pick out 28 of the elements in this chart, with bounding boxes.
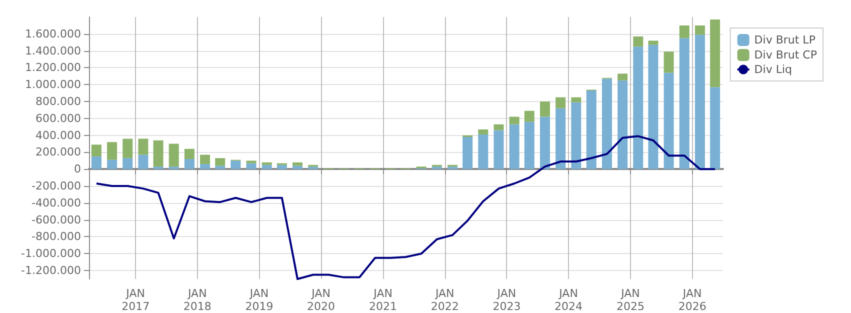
y-tick-label: -1.200.000 [21, 264, 81, 278]
x-tick-label: JAN 2020 [307, 287, 336, 313]
legend-label: Div Brut LP [754, 34, 816, 46]
x-tick-label: JAN 2022 [430, 287, 459, 313]
y-tick-label: -600.000 [32, 213, 81, 226]
y-tick-label: 200.000 [36, 146, 81, 159]
x-tick-label: JAN 2017 [122, 287, 150, 313]
x-tick-label: JAN 2026 [678, 287, 706, 313]
x-tick-label: JAN 2023 [492, 287, 521, 313]
y-tick-label: 800.000 [36, 95, 81, 108]
x-tick-label: JAN 2018 [183, 287, 212, 313]
x-tick-label: JAN 2021 [369, 287, 398, 313]
y-tick-label: 1.600.000 [25, 27, 81, 40]
y-tick-label: -1.000.000 [21, 247, 81, 260]
x-tick-label: JAN 2019 [245, 287, 274, 313]
x-tick-label: JAN 2025 [616, 287, 645, 313]
y-tick-label: 0 [74, 162, 81, 176]
y-tick-label: 1.200.000 [25, 61, 81, 74]
y-tick-label: 1.400.000 [25, 44, 81, 58]
y-tick-label: -800.000 [32, 230, 81, 244]
legend-label: Div Brut CP [754, 48, 818, 62]
y-tick-label: 400.000 [36, 128, 81, 142]
y-tick-label: 1.000.000 [25, 78, 81, 92]
y-tick-label: -400.000 [32, 196, 81, 210]
y-tick-label: 600.000 [36, 112, 81, 125]
x-tick-label: JAN 2024 [554, 287, 583, 313]
y-tick-label: -200.000 [32, 180, 81, 193]
legend-label: Div Liq [754, 63, 792, 76]
